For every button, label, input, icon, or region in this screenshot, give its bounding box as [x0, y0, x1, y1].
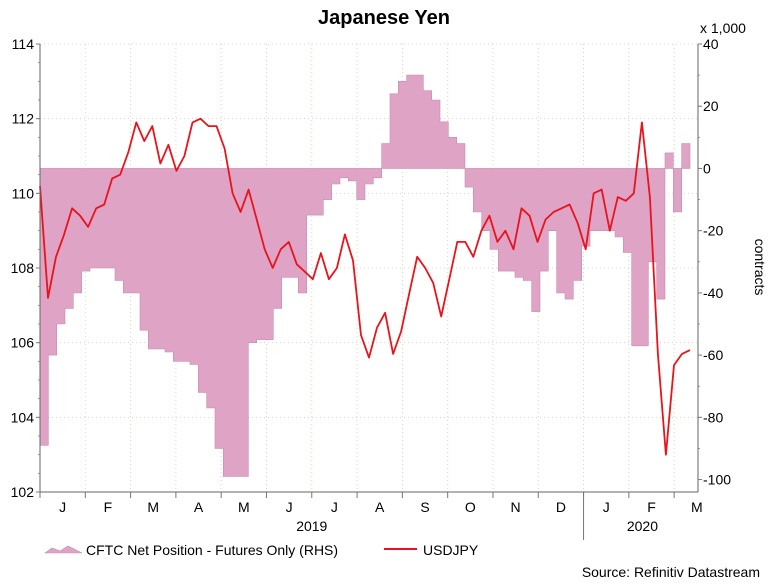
month-label: M — [147, 499, 159, 515]
legend-area-swatch — [44, 545, 83, 554]
month-label: J — [59, 499, 66, 515]
left-tick-label: 106 — [11, 335, 35, 351]
right-tick-label: 40 — [703, 36, 719, 52]
month-label: M — [691, 499, 703, 515]
left-tick-label: 108 — [11, 260, 35, 276]
line-series-layer — [39, 117, 691, 456]
month-label: A — [194, 499, 204, 515]
left-tick-label: 104 — [11, 409, 35, 425]
month-label: D — [556, 499, 566, 515]
right-axis-multiplier: x 1,000 — [700, 20, 746, 36]
month-label: J — [603, 499, 610, 515]
usdjpy-line — [39, 117, 691, 456]
left-tick-label: 102 — [11, 484, 35, 500]
legend-label-usdjpy: USDJPY — [423, 542, 479, 558]
right-tick-label: -60 — [703, 347, 723, 363]
left-tick-label: 110 — [12, 185, 35, 201]
right-tick-label: -80 — [703, 409, 723, 425]
legend: CFTC Net Position - Futures Only (RHS) U… — [44, 542, 479, 558]
month-label: M — [238, 499, 250, 515]
cftc-area-path — [39, 74, 691, 477]
left-tick-label: 112 — [12, 111, 35, 127]
right-tick-label: 0 — [703, 160, 711, 176]
year-label-2020: 2020 — [627, 518, 658, 534]
month-label: J — [286, 499, 293, 515]
legend-label-cftc: CFTC Net Position - Futures Only (RHS) — [86, 542, 338, 558]
right-axis-label: contracts — [752, 239, 768, 296]
month-label: S — [420, 499, 429, 515]
month-label: F — [647, 499, 656, 515]
left-tick-label: 114 — [12, 36, 35, 52]
area-series-layer — [39, 74, 691, 477]
month-label: O — [465, 499, 476, 515]
month-label: F — [104, 499, 113, 515]
month-label: J — [331, 499, 338, 515]
right-tick-label: 20 — [703, 98, 719, 114]
right-tick-label: -40 — [703, 285, 723, 301]
year-label-2019: 2019 — [296, 518, 327, 534]
chart-title: Japanese Yen — [318, 7, 450, 29]
month-label: A — [375, 499, 385, 515]
month-label: N — [511, 499, 521, 515]
right-tick-label: -100 — [703, 472, 731, 488]
source-note: Source: Refinitiv Datastream — [582, 564, 760, 580]
axes: 102 104 106 108 110 112 114 -100 -80 -60 -40 -20 0 20… — [11, 36, 731, 540]
right-tick-label: -20 — [703, 223, 723, 239]
